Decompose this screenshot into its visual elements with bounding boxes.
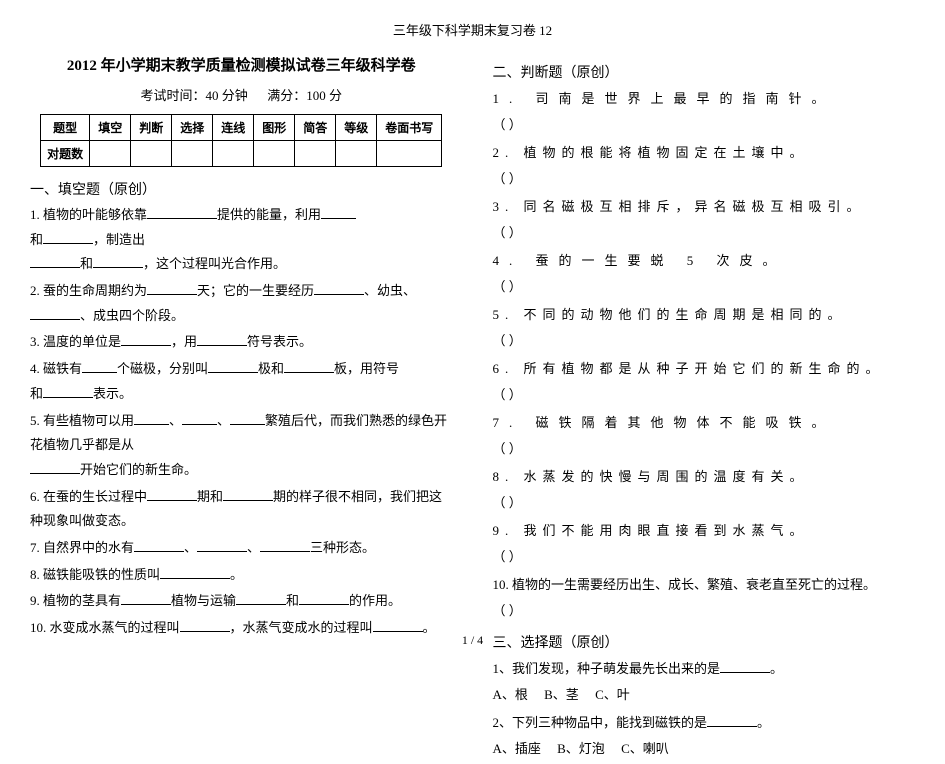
fill-q10: 10. 水变成水蒸气的过程叫，水蒸气变成水的过程叫。 — [30, 616, 453, 641]
blank — [30, 307, 80, 320]
blank — [43, 231, 93, 244]
judge-q7: 7. 磁铁隔着其他物体不能吸铁。 （ ） — [493, 410, 916, 462]
judge-q5: 5. 不同的动物他们的生命周期是相同的。 （ ） — [493, 302, 916, 354]
section-choice-title: 三、选择题（原创） — [493, 632, 916, 652]
fill-q8: 8. 磁铁能吸铁的性质叫。 — [30, 563, 453, 588]
col-header: 选择 — [172, 115, 213, 141]
table-cell — [213, 141, 254, 167]
blank — [314, 282, 364, 295]
fill-q6: 6. 在蚕的生长过程中期和期的样子很不相同，我们把这种现象叫做变态。 — [30, 485, 453, 534]
blank — [134, 539, 184, 552]
blank — [230, 412, 265, 425]
judge-q10: 10. 植物的一生需要经历出生、成长、繁殖、衰老直至死亡的过程。 （ ） — [493, 572, 916, 624]
page-number: 1 / 4 — [462, 633, 483, 648]
blank — [30, 461, 80, 474]
fill-q1: 1. 植物的叶能够依靠提供的能量，利用 和，制造出 和，这个过程叫光合作用。 — [30, 203, 453, 277]
table-cell — [377, 141, 442, 167]
table-row: 对题数 — [41, 141, 442, 167]
blank — [299, 592, 349, 605]
col-header: 判断 — [131, 115, 172, 141]
blank — [208, 360, 258, 373]
blank — [180, 619, 230, 632]
blank — [197, 333, 247, 346]
col-header: 填空 — [90, 115, 131, 141]
judge-q6: 6. 所有植物都是从种子开始它们的新生命的。 （ ） — [493, 356, 916, 408]
section-fill-title: 一、填空题（原创） — [30, 179, 453, 199]
blank — [373, 619, 423, 632]
table-cell — [131, 141, 172, 167]
section-judge-title: 二、判断题（原创） — [493, 62, 916, 82]
table-cell — [254, 141, 295, 167]
blank — [134, 412, 169, 425]
blank — [182, 412, 217, 425]
blank — [147, 488, 197, 501]
blank — [260, 539, 310, 552]
table-row: 题型 填空 判断 选择 连线 图形 简答 等级 卷面书写 — [41, 115, 442, 141]
blank — [121, 592, 171, 605]
col-header: 简答 — [295, 115, 336, 141]
judge-q4: 4. 蚕的一生要蜕 5 次皮。 （ ） — [493, 248, 916, 300]
blank — [147, 282, 197, 295]
exam-info: 考试时间：40 分钟 满分：100 分 — [30, 85, 453, 104]
blank — [223, 488, 273, 501]
exam-fullscore: 满分：100 分 — [267, 88, 342, 103]
table-cell — [90, 141, 131, 167]
choice-q2: 2、下列三种物品中，能找到磁铁的是。 A、插座 B、灯泡 C、喇叭 — [493, 710, 916, 762]
col-header: 等级 — [336, 115, 377, 141]
blank — [284, 360, 334, 373]
col-header: 连线 — [213, 115, 254, 141]
col-header: 图形 — [254, 115, 295, 141]
blank — [93, 255, 143, 268]
page-header: 三年级下科学期末复习卷 12 — [30, 20, 915, 39]
judge-q8: 8. 水蒸发的快慢与周围的温度有关。 （ ） — [493, 464, 916, 516]
blank — [321, 206, 356, 219]
row-label: 对题数 — [41, 141, 90, 167]
col-header: 卷面书写 — [377, 115, 442, 141]
table-cell — [295, 141, 336, 167]
row-label: 题型 — [41, 115, 90, 141]
judge-q1: 1. 司南是世界上最早的指南针。 （ ） — [493, 86, 916, 138]
exam-title: 2012 年小学期末教学质量检测模拟试卷三年级科学卷 — [30, 54, 453, 75]
fill-q9: 9. 植物的茎具有植物与运输和的作用。 — [30, 589, 453, 614]
blank — [82, 360, 117, 373]
blank — [160, 566, 230, 579]
blank — [43, 385, 93, 398]
blank — [236, 592, 286, 605]
fill-q7: 7. 自然界中的水有、、三种形态。 — [30, 536, 453, 561]
blank — [30, 255, 80, 268]
blank — [121, 333, 171, 346]
exam-time: 考试时间：40 分钟 — [140, 88, 247, 103]
fill-q2: 2. 蚕的生命周期约为天；它的一生要经历、幼虫、、成虫四个阶段。 — [30, 279, 453, 328]
blank — [197, 539, 247, 552]
fill-q4: 4. 磁铁有个磁极，分别叫极和板，用符号 和表示。 — [30, 357, 453, 406]
judge-q2: 2. 植物的根能将植物固定在土壤中。 （ ） — [493, 140, 916, 192]
choice-q1: 1、我们发现，种子萌发最先长出来的是。 A、根 B、茎 C、叶 — [493, 656, 916, 708]
judge-q3: 3. 同名磁极互相排斥，异名磁极互相吸引。 （ ） — [493, 194, 916, 246]
table-cell — [172, 141, 213, 167]
judge-q9: 9. 我们不能用肉眼直接看到水蒸气。 （ ） — [493, 518, 916, 570]
blank — [707, 714, 757, 727]
score-table: 题型 填空 判断 选择 连线 图形 简答 等级 卷面书写 对题数 — [40, 114, 442, 167]
fill-q3: 3. 温度的单位是，用符号表示。 — [30, 330, 453, 355]
fill-q5: 5. 有些植物可以用、、繁殖后代，而我们熟悉的绿色开花植物几乎都是从 开始它们的… — [30, 409, 453, 483]
blank — [720, 660, 770, 673]
blank — [147, 206, 217, 219]
table-cell — [336, 141, 377, 167]
